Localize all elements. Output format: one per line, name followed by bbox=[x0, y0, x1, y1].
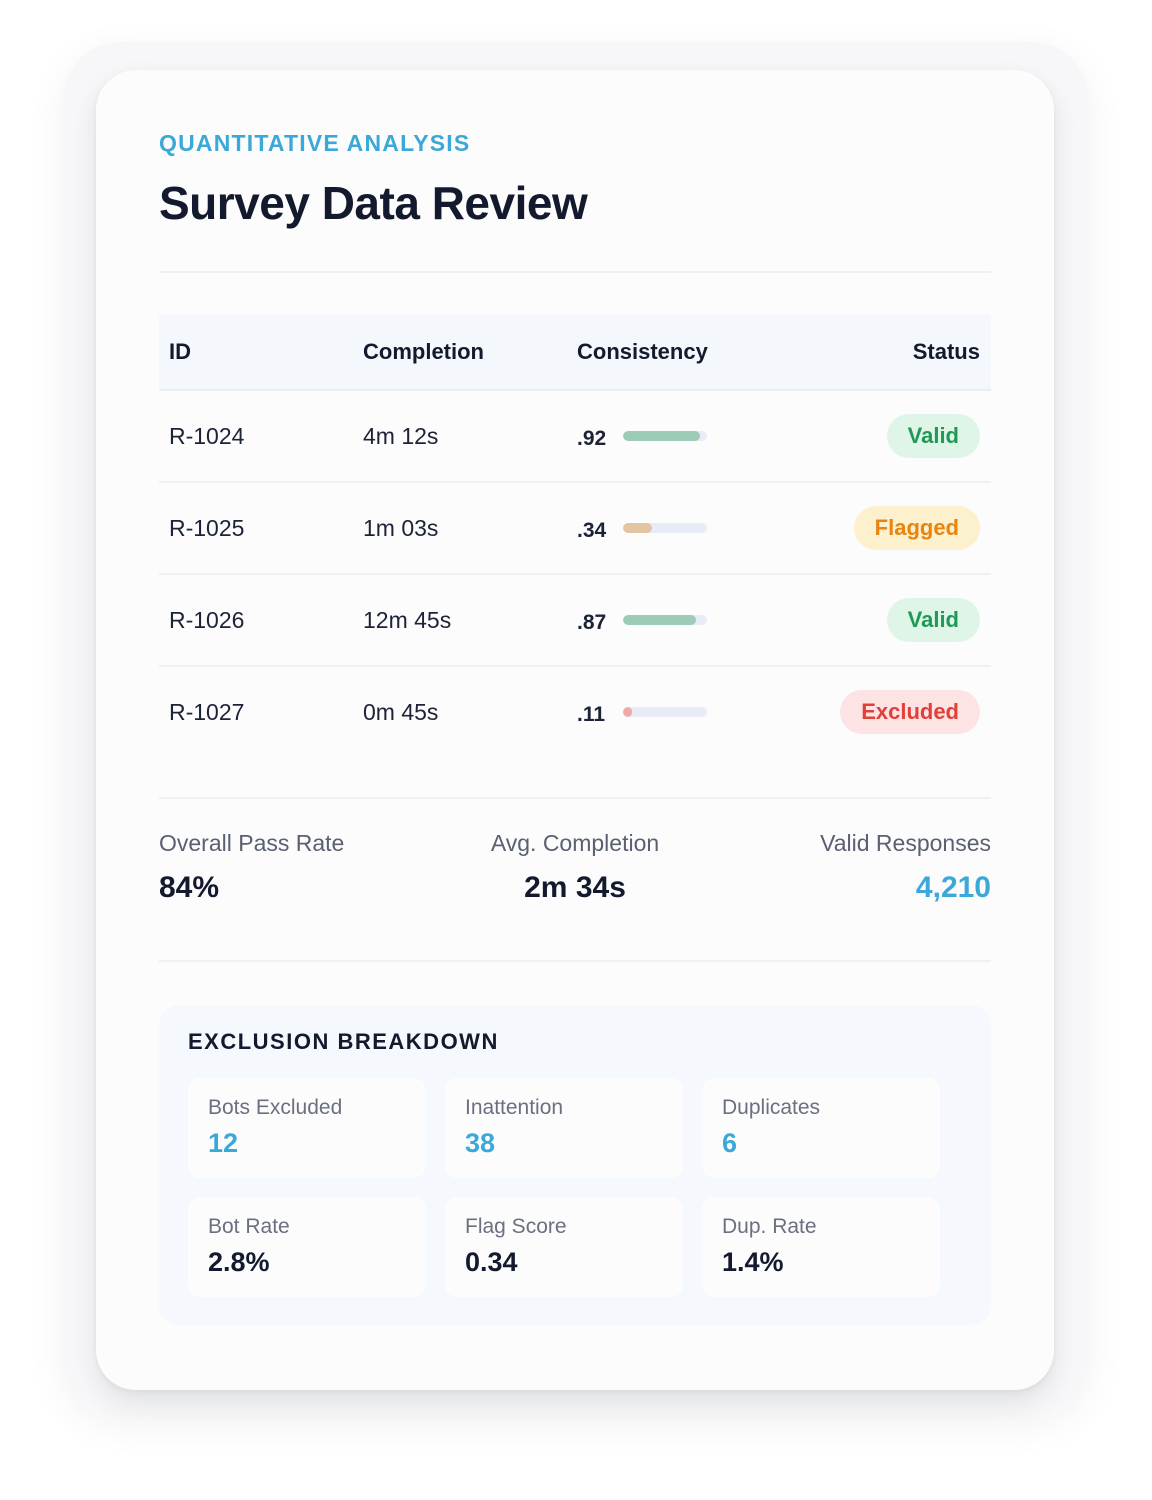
consistency-bar-fill bbox=[623, 431, 701, 441]
tile-label: Inattention bbox=[465, 1096, 564, 1119]
status-badge: Valid bbox=[886, 598, 980, 642]
table-row[interactable]: R-1026 12m 45s .87 Valid bbox=[159, 575, 991, 667]
response-id: R-1025 bbox=[169, 514, 245, 541]
response-id: R-1026 bbox=[169, 606, 245, 633]
status-badge: Valid bbox=[886, 414, 980, 458]
response-id: R-1027 bbox=[169, 698, 245, 725]
response-id: R-1024 bbox=[169, 422, 245, 449]
stat-label: Avg. Completion bbox=[490, 830, 660, 856]
consistency-value: .34 bbox=[577, 519, 607, 542]
consistency-value: .87 bbox=[577, 611, 607, 634]
responses-table: ID Completion Consistency Status R-1024 … bbox=[159, 315, 991, 757]
table-row[interactable]: R-1024 4m 12s .92 Valid bbox=[159, 391, 991, 483]
tile-label: Flag Score bbox=[465, 1215, 567, 1238]
table-row[interactable]: R-1027 0m 45s .11 Excluded bbox=[159, 667, 991, 757]
completion-time: 1m 03s bbox=[363, 514, 439, 541]
consistency-value: .11 bbox=[577, 703, 606, 726]
exclusion-title: EXCLUSION BREAKDOWN bbox=[188, 1029, 499, 1054]
stat-label: Overall Pass Rate bbox=[159, 830, 345, 856]
consistency-bar-fill bbox=[623, 615, 697, 625]
status-cell: Valid bbox=[807, 414, 991, 458]
status-badge: Excluded bbox=[840, 690, 980, 734]
consistency-value: .92 bbox=[577, 427, 607, 450]
status-cell: Flagged bbox=[807, 506, 991, 550]
status-badge: Flagged bbox=[853, 506, 980, 550]
survey-review-card: QUANTITATIVE ANALYSIS Survey Data Review… bbox=[96, 70, 1054, 1390]
tile-label: Duplicates bbox=[722, 1096, 821, 1119]
table-divider bbox=[159, 797, 991, 799]
column-header-status[interactable]: Status bbox=[912, 339, 980, 364]
tile-bot-rate: Bot Rate 2.8% bbox=[188, 1197, 426, 1297]
column-header-consistency[interactable]: Consistency bbox=[577, 339, 708, 364]
column-header-id[interactable]: ID bbox=[169, 339, 191, 364]
status-cell: Valid bbox=[807, 598, 991, 642]
tile-flag-score: Flag Score 0.34 bbox=[445, 1197, 683, 1297]
table-row[interactable]: R-1025 1m 03s .34 Flagged bbox=[159, 483, 991, 575]
summary-stats: Overall Pass Rate 84% Avg. Completion 2m… bbox=[159, 830, 991, 920]
consistency-bar bbox=[623, 707, 707, 717]
stat-value: 2m 34s bbox=[524, 871, 626, 904]
stat-pass-rate: Overall Pass Rate 84% bbox=[159, 830, 344, 905]
stat-avg-completion: Avg. Completion 2m 34s bbox=[459, 830, 691, 905]
status-cell: Excluded bbox=[807, 690, 991, 734]
column-header-completion[interactable]: Completion bbox=[363, 339, 484, 364]
tile-inattention: Inattention 38 bbox=[445, 1078, 683, 1178]
tile-value: 2.8% bbox=[208, 1247, 270, 1277]
completion-time: 0m 45s bbox=[363, 698, 439, 725]
consistency-bar bbox=[623, 523, 707, 533]
consistency-bar bbox=[623, 615, 707, 625]
tile-bots-excluded: Bots Excluded 12 bbox=[188, 1078, 426, 1178]
tile-value: 0.34 bbox=[465, 1247, 518, 1277]
header-divider bbox=[159, 271, 991, 273]
tile-value: 6 bbox=[722, 1128, 738, 1158]
consistency-cell: .34 bbox=[577, 513, 807, 543]
stats-divider bbox=[159, 960, 991, 962]
consistency-cell: .11 bbox=[577, 697, 807, 727]
tile-duplicates: Duplicates 6 bbox=[702, 1078, 940, 1178]
consistency-cell: .92 bbox=[577, 421, 807, 451]
stat-value: 84% bbox=[159, 871, 220, 904]
consistency-bar-fill bbox=[623, 523, 652, 533]
consistency-cell: .87 bbox=[577, 605, 807, 635]
page-title: Survey Data Review bbox=[159, 177, 588, 229]
section-eyebrow: QUANTITATIVE ANALYSIS bbox=[159, 130, 471, 156]
tile-value: 1.4% bbox=[722, 1247, 784, 1277]
tile-label: Dup. Rate bbox=[722, 1215, 817, 1238]
table-header: ID Completion Consistency Status bbox=[159, 315, 991, 391]
consistency-bar bbox=[623, 431, 707, 441]
exclusion-breakdown-panel: EXCLUSION BREAKDOWN Bots Excluded 12 Ina… bbox=[159, 1005, 991, 1325]
stat-label: Valid Responses bbox=[820, 830, 991, 856]
consistency-bar-fill bbox=[623, 707, 633, 717]
completion-time: 12m 45s bbox=[363, 606, 452, 633]
stat-valid-responses: Valid Responses 4,210 bbox=[820, 830, 991, 905]
stat-value: 4,210 bbox=[915, 871, 991, 904]
tile-label: Bots Excluded bbox=[208, 1096, 343, 1119]
completion-time: 4m 12s bbox=[363, 422, 439, 449]
tile-label: Bot Rate bbox=[208, 1215, 290, 1238]
tile-dup-rate: Dup. Rate 1.4% bbox=[702, 1197, 940, 1297]
tile-value: 12 bbox=[208, 1128, 239, 1158]
tile-value: 38 bbox=[465, 1128, 496, 1158]
